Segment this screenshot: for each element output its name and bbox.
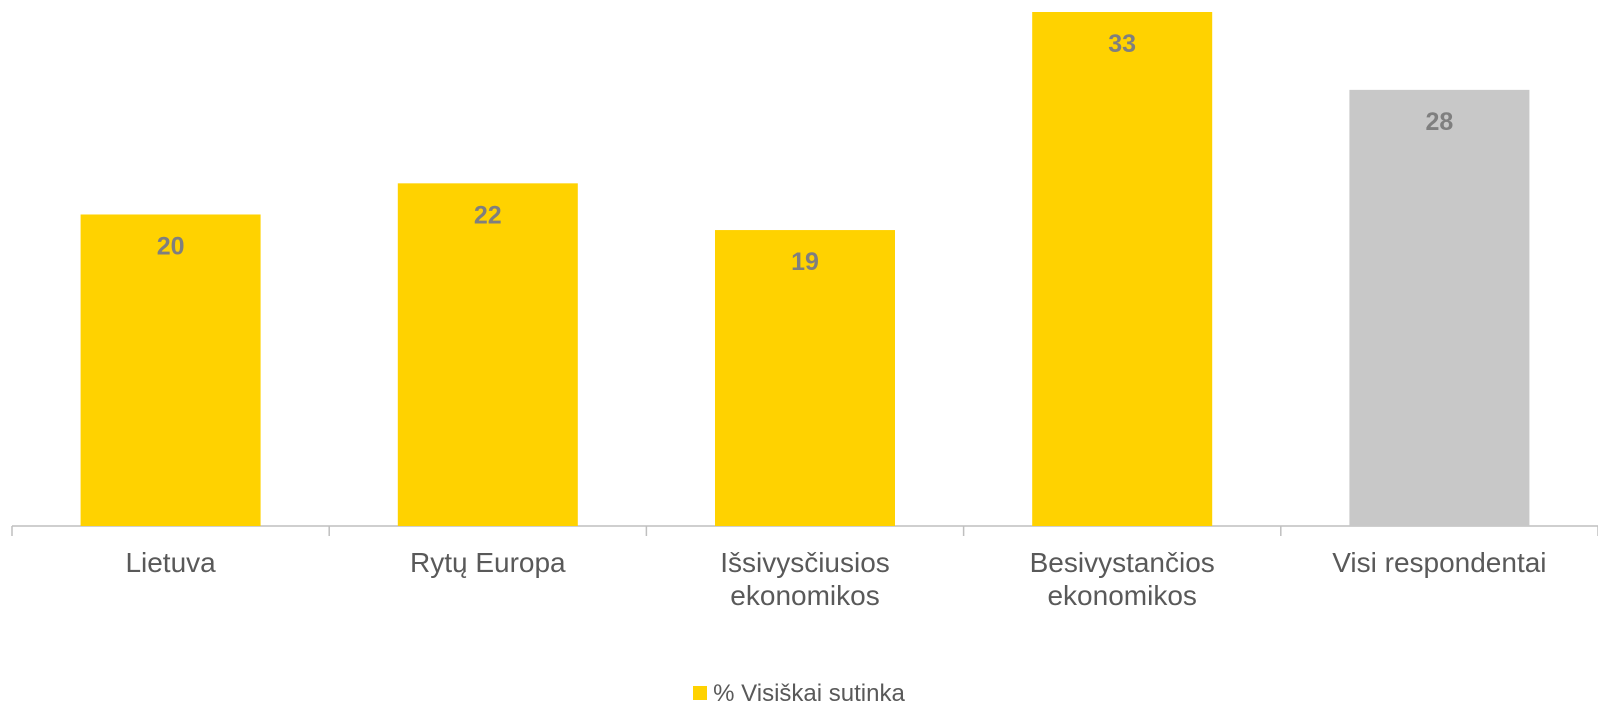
legend-label: % Visiškai sutinka: [713, 680, 905, 707]
x-tick-label: Rytų Europa: [409, 547, 566, 578]
bar: [1032, 12, 1213, 526]
value-label: 20: [157, 232, 185, 260]
value-label: 19: [791, 248, 819, 276]
bar: [715, 230, 895, 526]
legend: % Visiškai sutinka: [0, 680, 1598, 708]
value-label: 28: [1425, 108, 1453, 136]
x-tick-label: Išsivysčiusios ekonomikos: [720, 547, 890, 611]
bar: [397, 183, 578, 527]
x-tick-label: Visi respondentai: [1332, 547, 1547, 578]
legend-swatch: [693, 686, 708, 700]
x-tick-label: Lietuva: [125, 547, 216, 578]
bar: [1349, 89, 1530, 526]
x-tick-label: Besivystančios ekonomikos: [1029, 547, 1215, 611]
bar: [80, 214, 261, 526]
value-label: 22: [474, 201, 502, 229]
value-label: 33: [1108, 30, 1136, 58]
